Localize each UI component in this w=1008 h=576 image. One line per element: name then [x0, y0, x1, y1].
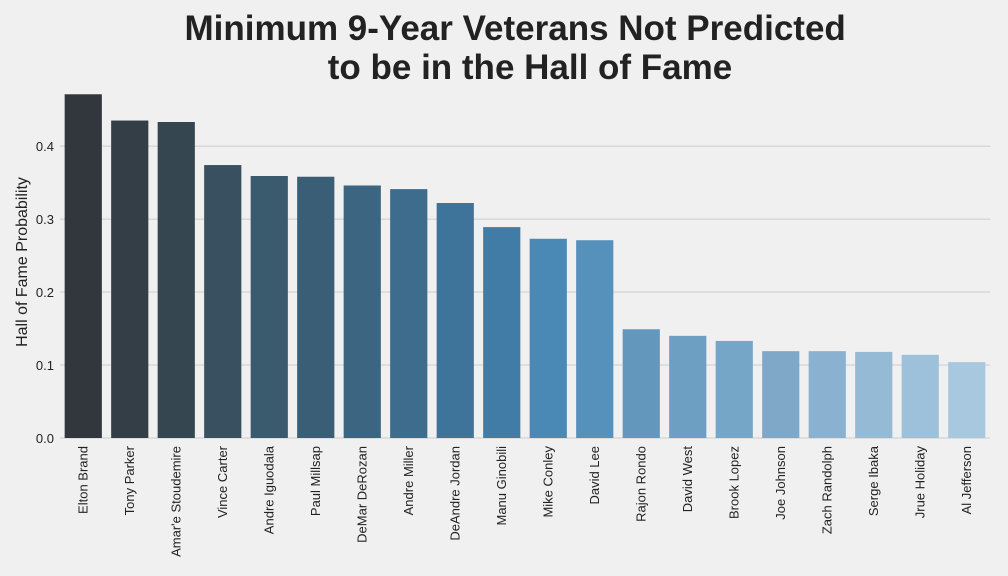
y-tick-labels: 0.0 0.1 0.2 0.3 0.4	[36, 139, 54, 446]
chart-title: Minimum 9-Year Veterans Not Predicted to…	[184, 9, 855, 87]
bar	[111, 120, 149, 439]
x-tick-label: Tony Parker	[122, 445, 137, 515]
x-tick-label: Paul Millsap	[308, 446, 323, 516]
bar	[204, 165, 242, 438]
bar	[529, 238, 567, 438]
y-tick-label: 0.4	[36, 139, 54, 154]
bar	[715, 340, 753, 438]
y-tick-label: 0.1	[36, 358, 54, 373]
bar	[297, 176, 335, 438]
bar	[483, 227, 521, 438]
x-tick-label: Zach Randolph	[819, 446, 834, 534]
y-tick-label: 0.2	[36, 285, 54, 300]
x-tick-label: DeMar DeRozan	[354, 446, 369, 543]
bar	[901, 354, 939, 438]
x-tick-label: Jrue Holiday	[912, 446, 927, 519]
bar	[948, 362, 986, 438]
bar	[157, 122, 195, 438]
x-tick-label: Vince Carter	[215, 445, 230, 518]
bar	[436, 203, 474, 438]
x-tick-label: Brook Lopez	[726, 446, 741, 519]
x-tick-label: DeAndre Jordan	[447, 446, 462, 541]
bar	[669, 335, 707, 438]
x-tick-label: Elton Brand	[75, 446, 90, 514]
bar	[64, 94, 102, 439]
x-tick-label: Andre Iguodala	[261, 445, 276, 534]
bars-layer	[64, 94, 986, 439]
x-tick-label: Joe Johnson	[773, 446, 788, 520]
bar	[808, 351, 846, 438]
x-tick-label: Amar'e Stoudemire	[168, 446, 183, 557]
bar	[855, 351, 893, 438]
x-tick-label: Al Jefferson	[959, 446, 974, 514]
x-tick-labels: Elton Brand Tony Parker Amar'e Stoudemire V…	[75, 445, 974, 557]
chart-title-line-2: to be in the Hall of Fame	[328, 48, 732, 87]
y-tick-label: 0.3	[36, 212, 54, 227]
bar	[250, 176, 288, 438]
chart-title-line-1: Minimum 9-Year Veterans Not Predicted	[184, 9, 845, 48]
bar	[762, 351, 800, 438]
x-tick-label: Mike Conley	[540, 446, 555, 518]
bar	[576, 240, 614, 438]
bar	[622, 329, 660, 438]
y-tick-label: 0.0	[36, 431, 54, 446]
bar	[343, 185, 381, 438]
y-axis-label: Hall of Fame Probability	[14, 177, 31, 347]
x-tick-label: David Lee	[587, 446, 602, 505]
x-tick-label: Rajon Rondo	[633, 446, 648, 522]
x-tick-label: Manu Ginobili	[494, 446, 509, 526]
grid-layer	[60, 145, 990, 439]
bar	[390, 189, 428, 438]
x-tick-label: Andre Miller	[401, 445, 416, 515]
x-tick-label: Serge Ibaka	[866, 445, 881, 516]
x-tick-label: David West	[680, 446, 695, 513]
